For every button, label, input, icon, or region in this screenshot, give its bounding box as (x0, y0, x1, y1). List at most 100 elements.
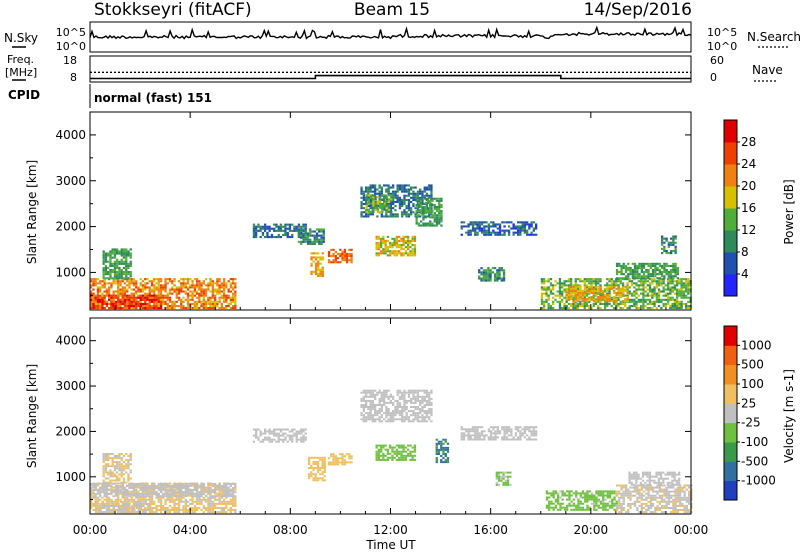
scatter-cell (395, 244, 399, 247)
scatter-cell (120, 271, 123, 274)
scatter-cell (489, 271, 492, 274)
colorbar-swatch (724, 252, 737, 275)
scatter-cell (150, 305, 154, 308)
scatter-cell (103, 307, 106, 310)
scatter-cell (166, 493, 169, 496)
scatter-cell (639, 288, 643, 291)
scatter-cell (90, 502, 93, 505)
scatter-cell (297, 432, 301, 435)
scatter-cell (646, 307, 649, 310)
scatter-cell (297, 236, 301, 239)
scatter-cell (171, 509, 174, 511)
scatter-cell (341, 463, 344, 466)
scatter-cell (383, 206, 386, 209)
scatter-cell (657, 298, 661, 301)
scatter-cell (252, 440, 256, 443)
scatter-cell (90, 504, 93, 507)
scatter-cell (282, 438, 285, 441)
scatter-cell (144, 282, 147, 285)
scatter-cell (678, 300, 681, 303)
scatter-cell (175, 511, 178, 514)
scatter-cell (122, 277, 126, 280)
scatter-cell (211, 489, 214, 491)
scatter-cell (211, 300, 214, 303)
scatter-cell (117, 494, 120, 497)
scatter-cell (193, 284, 196, 287)
scatter-cell (132, 282, 136, 285)
scatter-cell (227, 288, 230, 291)
scatter-cell (173, 511, 176, 514)
scatter-cell (107, 453, 110, 455)
scatter-cell (99, 489, 102, 491)
scatter-cell (484, 273, 488, 276)
scatter-cell (234, 488, 237, 491)
scatter-cell (142, 511, 145, 514)
scatter-cell (148, 290, 151, 293)
scatter-cell (116, 250, 119, 253)
scatter-cell (186, 500, 190, 503)
scatter-cell (624, 298, 627, 301)
scatter-cell (633, 305, 636, 308)
scatter-cell (403, 408, 406, 411)
scatter-cell (687, 296, 690, 299)
scatter-cell (164, 284, 167, 287)
scatter-cell (588, 285, 591, 288)
scatter-cell (130, 498, 133, 501)
scatter-cell (409, 252, 412, 255)
scatter-cell (117, 302, 120, 305)
scatter-cell (360, 412, 363, 415)
scatter-cell (104, 277, 108, 280)
scatter-cell (647, 264, 650, 267)
scatter-cell (162, 495, 165, 498)
scatter-cell (321, 479, 324, 482)
scatter-cell (636, 271, 639, 274)
scatter-cell (579, 284, 582, 287)
scatter-cell (669, 305, 672, 308)
scatter-cell (252, 231, 256, 234)
scatter-cell (400, 254, 403, 257)
scatter-cell (412, 205, 415, 208)
scatter-cell (398, 203, 402, 206)
scatter-cell (148, 491, 151, 494)
scatter-cell (135, 482, 138, 485)
scatter-cell (535, 233, 538, 236)
scatter-cell (405, 211, 408, 214)
scatter-cell (599, 296, 602, 299)
scatter-cell (664, 294, 667, 297)
scatter-cell (628, 280, 631, 283)
scatter-cell (417, 199, 421, 202)
scatter-cell (321, 477, 324, 480)
scatter-cell (139, 500, 142, 503)
scatter-cell (277, 428, 280, 431)
scatter-cell (676, 305, 679, 308)
scatter-cell (421, 408, 424, 411)
scatter-cell (572, 307, 575, 310)
scatter-cell (182, 496, 185, 499)
scatter-cell (139, 302, 142, 305)
scatter-cell (633, 300, 636, 303)
scatter-cell (220, 286, 223, 289)
scatter-cell (121, 288, 124, 291)
scatter-cell (218, 500, 221, 503)
scatter-cell (104, 511, 107, 514)
scatter-cell (405, 401, 408, 404)
y-tick-label: 4000 (55, 128, 86, 142)
scatter-cell (410, 399, 413, 402)
date-title: 14/Sep/2016 (584, 0, 692, 20)
scatter-cell (405, 215, 408, 218)
scatter-cell (365, 391, 368, 394)
scatter-cell (114, 302, 118, 305)
scatter-cell (369, 410, 372, 413)
scatter-cell (661, 252, 664, 255)
scatter-cell (460, 221, 463, 224)
scatter-cell (422, 224, 425, 227)
scatter-cell (667, 298, 670, 301)
scatter-cell (416, 211, 420, 214)
scatter-cell (642, 288, 645, 291)
scatter-cell (312, 460, 315, 463)
scatter-cell (492, 221, 495, 224)
scatter-cell (302, 236, 305, 239)
scatter-cell (638, 262, 641, 265)
scatter-cell (112, 500, 115, 503)
scatter-cell (567, 288, 571, 291)
